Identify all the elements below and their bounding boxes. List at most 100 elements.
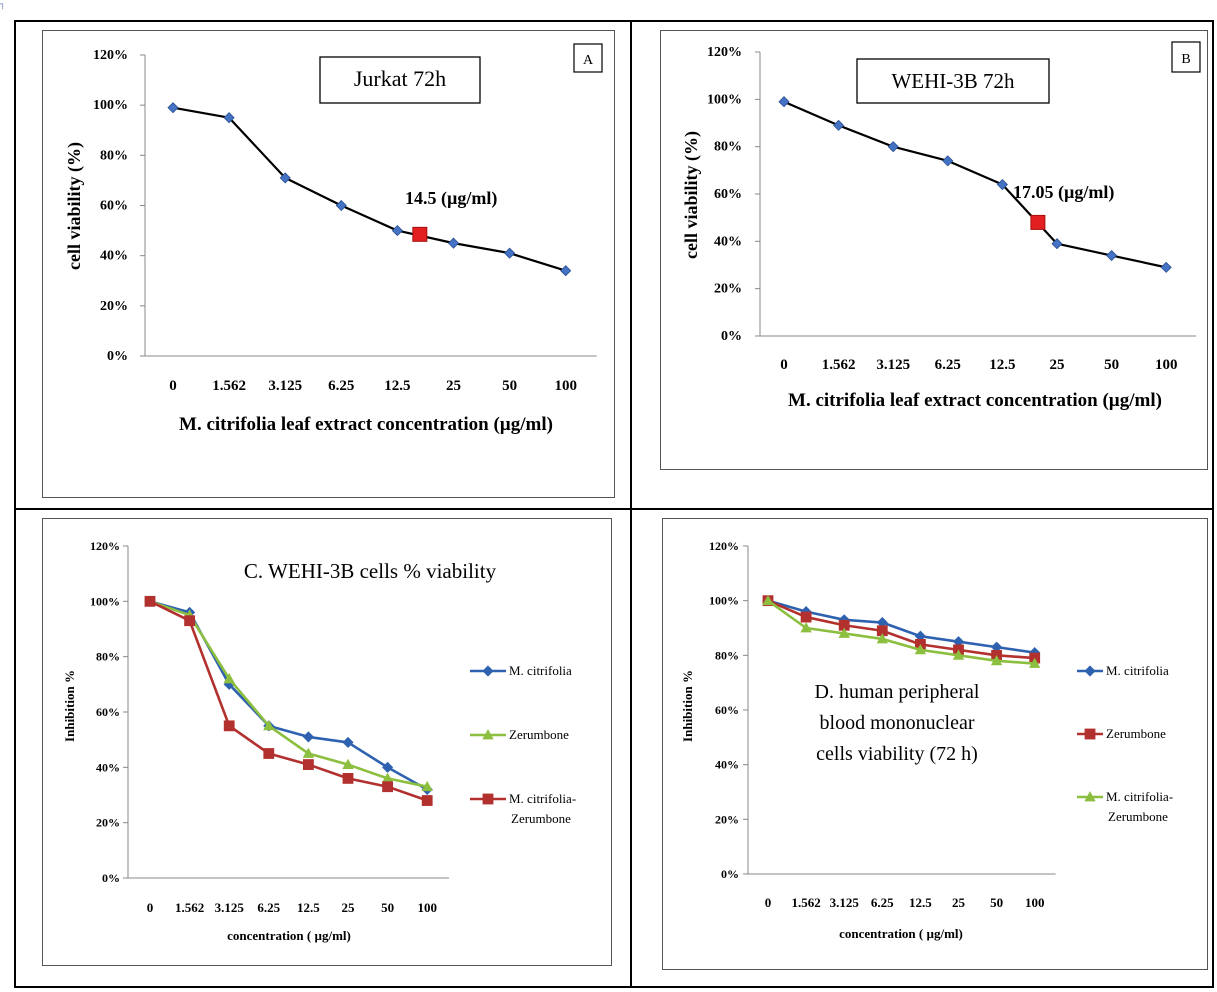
panel-d-y-tick-label: 100% bbox=[709, 594, 739, 608]
panel-c-series-2-point bbox=[263, 748, 275, 759]
panel-d-y-tick-label: 0% bbox=[721, 867, 739, 881]
panel-a-y-tick-label: 20% bbox=[100, 299, 128, 314]
panel-d-x-tick-label: 25 bbox=[952, 895, 966, 910]
panel-a-letter: A bbox=[583, 53, 594, 68]
panel-c-legend-label: Zerumbone bbox=[509, 727, 569, 742]
panel-d-series-line-1 bbox=[767, 599, 1035, 660]
panel-b-letter-box bbox=[1171, 41, 1201, 73]
panel-d-legend-label: M. citrifolia bbox=[1106, 663, 1169, 678]
panel-c-legend-label: M. citrifolia- bbox=[509, 791, 576, 806]
panel-c-series-line-1 bbox=[149, 600, 428, 788]
panel-c-x-tick-label: 50 bbox=[381, 900, 394, 915]
panel-b-series-0-point bbox=[1106, 249, 1118, 262]
panel-a-series-0-point bbox=[447, 237, 460, 249]
panel-d-series-2-point bbox=[914, 644, 927, 655]
panel-c-series-2-point bbox=[184, 615, 196, 627]
panel-d-series-1-point bbox=[800, 611, 812, 623]
panel-d-x-tick-label: 3.125 bbox=[830, 895, 860, 910]
panel-d-title-line: D. human peripheral bbox=[815, 681, 980, 703]
panel-a-y-tick-label: 40% bbox=[100, 249, 128, 264]
panel-c-series-1-point bbox=[421, 780, 433, 792]
panel-b-x-tick-label: 3.125 bbox=[876, 357, 910, 373]
panel-c-x-axis-label: concentration ( µg/ml) bbox=[227, 928, 351, 943]
panel-b-y-tick-label: 80% bbox=[714, 140, 742, 155]
panel-a-y-tick-label: 0% bbox=[107, 349, 128, 364]
panel-d-y-tick-label: 40% bbox=[715, 758, 739, 772]
panel-a-x-tick-label: 6.25 bbox=[328, 378, 354, 394]
panel-c-legend-marker-1 bbox=[482, 729, 494, 740]
panel-b-title-box bbox=[856, 58, 1050, 104]
panel-a-x-tick-label: 25 bbox=[446, 378, 461, 394]
panel-a-x-tick-label: 100 bbox=[554, 378, 577, 394]
panel-d-series-2-point bbox=[838, 627, 850, 638]
panel-b-series-0-point bbox=[778, 96, 790, 108]
grid-horizontal-divider bbox=[14, 508, 1214, 510]
panel-b-y-tick-label: 60% bbox=[714, 187, 742, 202]
panel-b-y-tick-label: 120% bbox=[707, 45, 742, 60]
panel-b-ic50-label: 17.05 (µg/ml) bbox=[1013, 182, 1114, 203]
panel-d-legend-label: M. citrifolia- bbox=[1106, 789, 1173, 804]
panel-c-series-0-point bbox=[302, 731, 314, 743]
panel-c-frame bbox=[42, 518, 612, 966]
panel-b-series-0-point bbox=[942, 155, 954, 167]
panel-c-x-tick-label: 100 bbox=[417, 900, 437, 915]
panel-c-series-1-point bbox=[342, 758, 354, 769]
panel-c-series-1-point bbox=[302, 747, 315, 758]
panel-a-series-0-point bbox=[391, 225, 403, 237]
panel-c-series-line-2 bbox=[149, 600, 428, 802]
panel-c-legend-marker-2 bbox=[482, 793, 494, 805]
panel-c-x-tick-label: 3.125 bbox=[215, 900, 245, 915]
panel-a-x-tick-label: 12.5 bbox=[384, 378, 410, 394]
panel-c-legend-label: Zerumbone bbox=[511, 811, 571, 826]
panel-b-series-line-0 bbox=[783, 100, 1167, 269]
panel-a-x-tick-label: 50 bbox=[502, 378, 517, 394]
grid-vertical-divider bbox=[630, 20, 632, 988]
panel-c-y-tick-label: 40% bbox=[96, 760, 120, 774]
panel-c-series-1-point bbox=[263, 720, 275, 731]
panel-b-series-0-point bbox=[833, 119, 845, 131]
panel-c-y-tick-label: 60% bbox=[96, 705, 120, 719]
panel-a-title: Jurkat 72h bbox=[354, 66, 446, 91]
panel-a-x-tick-label: 0 bbox=[169, 378, 177, 394]
panel-b-x-tick-label: 25 bbox=[1050, 357, 1065, 373]
panel-d-y-tick-label: 120% bbox=[709, 539, 739, 553]
panel-c-y-tick-label: 0% bbox=[102, 871, 120, 885]
panel-a-x-axis-label: M. citrifolia leaf extract concentration… bbox=[179, 414, 553, 435]
panel-a-series-0-point bbox=[504, 247, 516, 259]
panel-d-x-tick-label: 12.5 bbox=[909, 895, 932, 910]
panel-b-x-tick-label: 100 bbox=[1155, 357, 1178, 373]
panel-b-x-tick-label: 12.5 bbox=[989, 357, 1015, 373]
panel-b-y-tick-label: 0% bbox=[721, 329, 742, 344]
panel-a-x-tick-label: 1.562 bbox=[212, 378, 246, 394]
panel-c-series-2-point bbox=[382, 781, 394, 793]
panel-d-legend-marker-1 bbox=[1084, 728, 1096, 740]
panel-a-ic50-label: 14.5 (µg/ml) bbox=[405, 188, 497, 209]
panel-b-x-tick-label: 0 bbox=[780, 357, 788, 373]
panel-a-y-tick-label: 80% bbox=[100, 148, 128, 163]
panel-d-x-tick-label: 0 bbox=[765, 895, 772, 910]
panel-d-series-line-0 bbox=[767, 599, 1035, 654]
panel-c-x-tick-label: 25 bbox=[342, 900, 356, 915]
panel-b-y-tick-label: 100% bbox=[707, 92, 742, 107]
panel-b-x-tick-label: 6.25 bbox=[935, 357, 961, 373]
panel-a-ic50-marker bbox=[412, 226, 428, 242]
panel-b-title: WEHI-3B 72h bbox=[891, 69, 1015, 93]
panel-c-x-tick-label: 1.562 bbox=[175, 900, 204, 915]
panel-d-series-2-point bbox=[1029, 657, 1041, 668]
panel-a-y-tick-label: 120% bbox=[93, 48, 128, 63]
panel-a-series-0-point bbox=[335, 199, 347, 212]
panel-d-legend-label: Zerumbone bbox=[1108, 809, 1168, 824]
panel-b-series-0-point bbox=[996, 178, 1008, 191]
panel-a-series-0-point bbox=[279, 172, 291, 184]
panel-a-y-tick-label: 100% bbox=[93, 98, 128, 113]
panel-b-series-0-point bbox=[1160, 261, 1172, 273]
panel-c-series-1-point bbox=[223, 672, 235, 684]
panel-d-series-2-point bbox=[990, 654, 1003, 666]
panel-c-series-2-point bbox=[342, 773, 354, 784]
panel-b-y-axis-label: cell viability (%) bbox=[681, 131, 702, 259]
panel-d-x-tick-label: 1.562 bbox=[791, 895, 820, 910]
panel-a-series-0-point bbox=[167, 102, 179, 114]
panel-d-series-line-2 bbox=[767, 599, 1035, 665]
panel-d-title-line: blood mononuclear bbox=[820, 712, 975, 734]
